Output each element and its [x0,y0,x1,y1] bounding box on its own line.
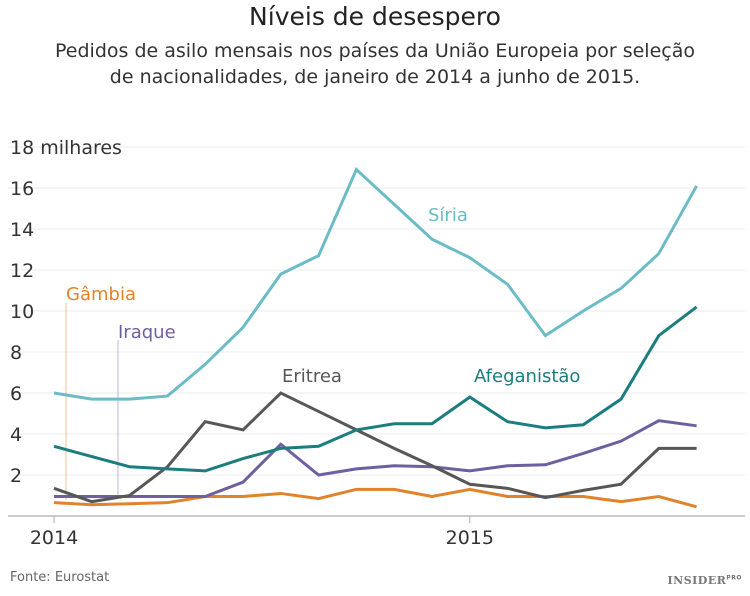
y-tick-label: 18 milhares [10,137,122,159]
series-line-gâmbia [53,487,697,509]
series-line-síria [53,167,698,401]
subtitle-line: de nacionalidades, de janeiro de 2014 a … [109,66,641,88]
series-line-eritrea [53,391,697,504]
source-note: Fonte: Eurostat [10,570,110,585]
series-label: Afeganistão [474,366,580,387]
chart-title: Níveis de desespero [249,2,501,31]
subtitle-line: Pedidos de asilo mensais nos países da U… [55,40,695,62]
series-label: Gâmbia [66,284,136,305]
y-tick-label: 8 [10,342,22,364]
y-tick-label: 14 [10,219,34,241]
y-tick-label: 12 [10,260,34,282]
chart-subtitle: Pedidos de asilo mensais nos países da U… [0,38,750,90]
insider-pro-logo: INSIDERPRO [667,574,742,587]
y-tick-label: 10 [10,301,34,323]
series-label: Eritrea [282,366,342,387]
series-line-iraque [54,419,697,499]
y-tick-label: 4 [10,424,22,446]
series-line-afeganistão [53,305,698,473]
series-label: Síria [428,205,468,226]
series-label: Iraque [118,322,176,343]
y-tick-label: 6 [10,383,22,405]
y-tick-label: 2 [10,465,22,487]
x-tick-label: 2014 [30,527,78,549]
x-tick-label: 2015 [446,527,494,549]
y-tick-label: 16 [10,178,34,200]
